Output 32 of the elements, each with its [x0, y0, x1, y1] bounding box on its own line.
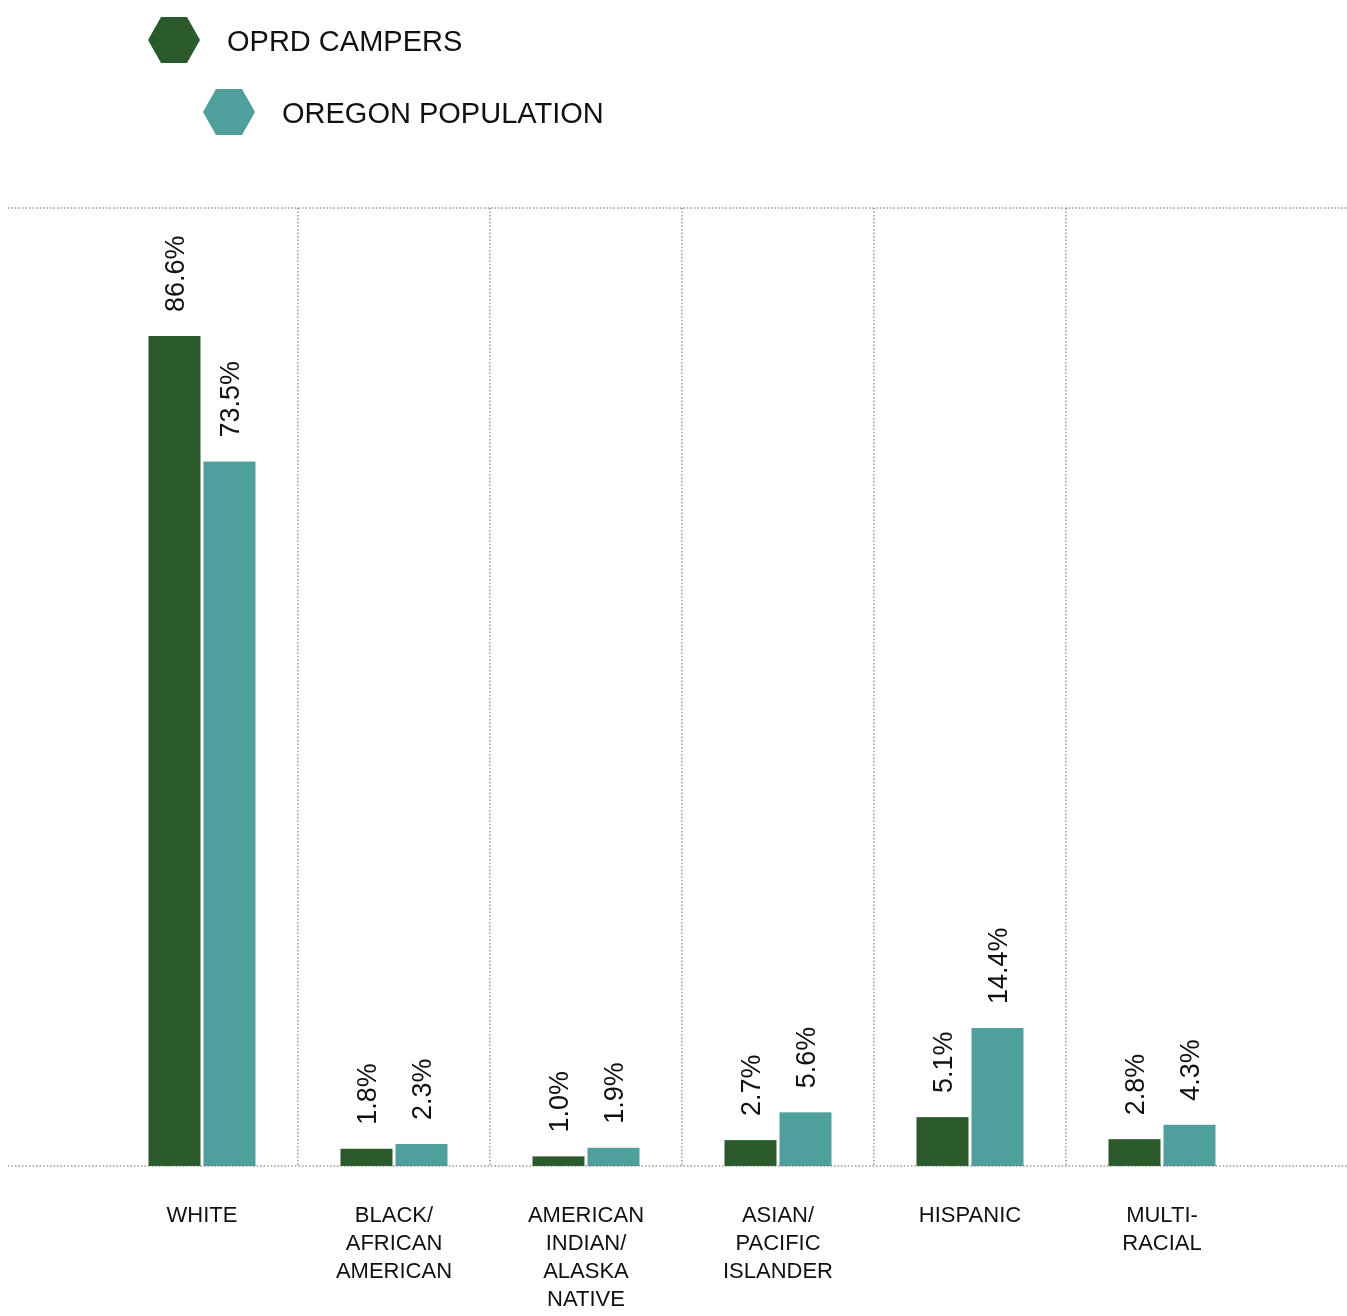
x-tick-label: MULTI-RACIAL [1122, 1202, 1202, 1255]
x-tick-label: BLACK/ AFRICAN AMERICAN [335, 1202, 453, 1283]
bar [340, 1148, 393, 1166]
bar [1108, 1139, 1161, 1166]
bar [1163, 1124, 1216, 1166]
data-label: 4.3% [1174, 1039, 1205, 1101]
bar [916, 1117, 969, 1166]
data-label: 5.6% [790, 1026, 821, 1089]
data-label: 14.4% [982, 927, 1013, 1004]
data-label: 2.7% [735, 1054, 766, 1117]
data-label: 1.0% [543, 1070, 574, 1133]
bar [971, 1027, 1024, 1166]
data-label: 5.1% [927, 1031, 958, 1094]
data-label: 2.8% [1119, 1053, 1150, 1116]
legend-label: OPRD CAMPERS [227, 25, 463, 57]
x-tick-label: HISPANIC [918, 1202, 1022, 1227]
bar [779, 1112, 832, 1166]
bar [532, 1156, 585, 1166]
x-tick-label: WHITE [166, 1202, 238, 1227]
data-label: 86.6% [159, 235, 190, 312]
bar [724, 1140, 777, 1166]
data-label: 2.3% [406, 1058, 437, 1120]
bar [395, 1143, 448, 1166]
x-tick-label: ASIAN/ PACIFIC ISLANDER [722, 1202, 834, 1283]
bar [148, 336, 201, 1166]
data-label: 1.9% [598, 1062, 629, 1124]
bar [203, 461, 256, 1166]
data-label: 1.8% [351, 1063, 382, 1125]
legend-label: OREGON POPULATION [282, 97, 604, 129]
bar [587, 1147, 640, 1166]
data-label: 73.5% [214, 360, 245, 438]
x-tick-label: AMERICAN INDIAN/ ALASKA NATIVE [527, 1202, 645, 1311]
